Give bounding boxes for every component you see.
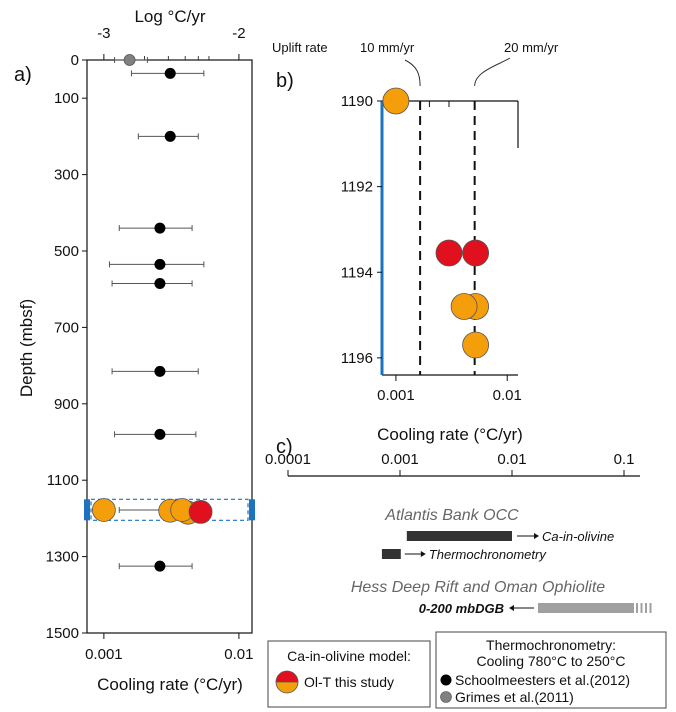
data-point: [164, 130, 176, 142]
legend-left-item: Ol-T this study: [304, 674, 394, 690]
y-tick-label: 1190: [341, 93, 373, 110]
y-tick-label: 1196: [341, 350, 373, 367]
grimes-legend-marker: [440, 691, 452, 703]
uplift-rate-value: 20 mm/yr: [504, 40, 559, 55]
legend-right-box: [435, 631, 667, 709]
legend-ca-in-olivine: Ca-in-olivine model: Ol-T this study: [267, 640, 431, 708]
uplift-rate-label: Uplift rate: [272, 40, 328, 55]
data-point: [123, 54, 136, 66]
uplift-arrow: [474, 57, 511, 87]
legend-right-title-2: Cooling 780°C to 250°C: [477, 653, 626, 669]
y-tick-label: 700: [54, 319, 79, 336]
y-tick-label: 900: [54, 396, 79, 413]
y-tick-label: 300: [54, 167, 79, 184]
x-tick-label: 0.001: [381, 451, 419, 468]
group-title-atlantis: Atlantis Bank OCC: [384, 507, 519, 524]
range-bar-ca-in-olivine: [406, 531, 512, 541]
y-tick-label: 100: [54, 90, 79, 107]
arrow-head: [534, 533, 539, 539]
panel-b-letter: b): [276, 70, 294, 92]
uplift-arrow: [404, 59, 421, 87]
x-tick-label: 0.0001: [265, 451, 311, 468]
y-tick-label: 1300: [46, 549, 79, 566]
data-point: [154, 258, 166, 270]
y-tick-label: 0: [71, 52, 79, 69]
depth-band-marker-right: [249, 499, 255, 521]
panel-c: c) 0.0001 0.001 0.01 0.1 Atlantis Bank OCC …: [265, 436, 652, 616]
x-tick-label: 0.001: [377, 387, 415, 404]
data-point: [154, 365, 166, 377]
panel-a-y-axis-label: Depth (mbsf): [17, 299, 36, 397]
y-tick-label: 1100: [47, 472, 79, 489]
olt-data-point: [450, 293, 478, 320]
panel-b-x-axis-label: Cooling rate (°C/yr): [377, 425, 523, 444]
data-point: [154, 277, 166, 289]
arrow-head: [509, 605, 514, 611]
data-point: [164, 67, 176, 79]
x-tick-label: 0.01: [493, 387, 522, 404]
panel-a: a) Log °C/yr Cooling rate (°C/yr) Depth …: [14, 7, 255, 694]
range-label-0-200-mbdgb: 0-200 mbDGB: [419, 601, 504, 616]
x-tick-label: 0.001: [85, 646, 123, 663]
legend-right-item-2: Grimes et al.(2011): [455, 689, 574, 705]
legend-right-title-1: Thermochronometry:: [486, 637, 616, 653]
y-tick-label: 1500: [46, 625, 79, 642]
panel-a-top-axis-label: Log °C/yr: [134, 7, 205, 26]
data-point: [154, 222, 166, 234]
range-bar-fade: [649, 603, 652, 613]
y-tick-label: 500: [54, 243, 79, 260]
panel-c-letter: c): [276, 436, 293, 458]
olt-legend-marker: [275, 670, 299, 694]
panel-b: b) Uplift rate Cooling rate (°C/yr) 1190…: [272, 40, 559, 444]
panel-a-x-axis-label: Cooling rate (°C/yr): [97, 675, 243, 694]
x-tick-label: 0.01: [224, 646, 253, 663]
range-label-thermochronometry: Thermochronometry: [429, 547, 548, 562]
olt-data-point: [435, 239, 463, 267]
schoolmeesters-legend-marker: [440, 674, 452, 686]
olt-data-point: [462, 239, 490, 267]
olt-data-point: [188, 500, 213, 524]
olt-data-point: [382, 87, 410, 115]
range-bar-fade: [645, 603, 647, 613]
uplift-rate-value: 10 mm/yr: [360, 40, 415, 55]
y-tick-label: 1192: [341, 179, 373, 196]
panel-a-letter: a): [14, 64, 32, 86]
range-bar-0-200-mbdgb: [538, 603, 634, 613]
legend-left-title: Ca-in-olivine model:: [287, 648, 411, 664]
range-bar-fade: [640, 603, 643, 613]
range-label-ca-in-olivine: Ca-in-olivine: [542, 529, 614, 544]
data-point: [154, 428, 166, 440]
legend-thermochronometry: Thermochronometry: Cooling 780°C to 250°…: [435, 631, 667, 709]
group-title-hess: Hess Deep Rift and Oman Ophiolite: [351, 579, 605, 596]
legend-right-item-1: Schoolmeesters et al.(2012): [455, 672, 630, 688]
x-tick-label: 0.01: [497, 451, 526, 468]
depth-band-marker-left: [84, 499, 90, 521]
panel-a-frame: [86, 59, 253, 634]
data-point: [154, 560, 166, 572]
x-tick-label: 0.1: [614, 451, 635, 468]
top-tick-label: -2: [232, 25, 245, 42]
top-tick-label: -3: [97, 25, 110, 42]
range-bar-thermochronometry: [381, 549, 401, 559]
olt-data-point: [91, 498, 116, 522]
y-tick-label: 1194: [341, 264, 373, 281]
arrow-head: [420, 551, 426, 557]
olt-data-point: [462, 331, 490, 359]
range-bar-fade: [636, 603, 638, 613]
